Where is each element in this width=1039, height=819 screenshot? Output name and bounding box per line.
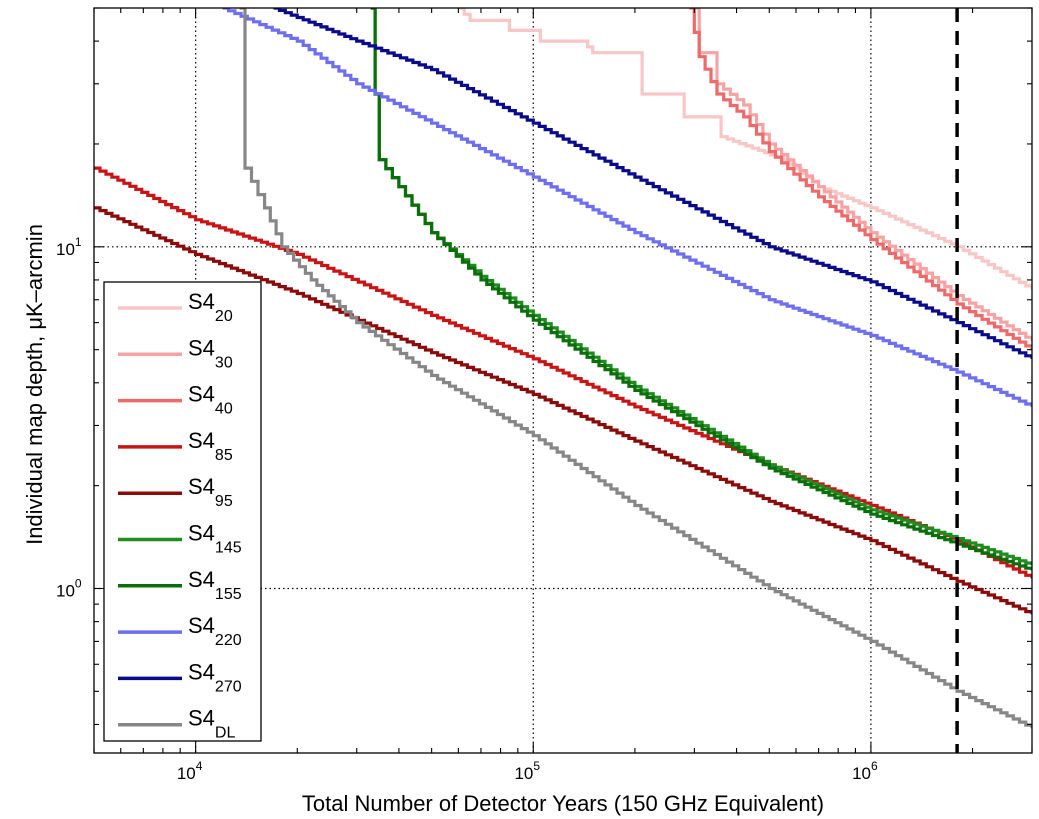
- series-line-s4-270: [273, 8, 1032, 359]
- grid-lines: [94, 8, 1032, 753]
- legend: S420S430S440S485S495S4145S4155S4220S4270…: [103, 281, 262, 742]
- x-axis-title: Total Number of Detector Years (150 GHz …: [302, 791, 824, 816]
- series-line-s4-155: [370, 8, 1032, 571]
- series-line-s4-40: [689, 8, 1032, 350]
- axes-frame-group: [93, 7, 1033, 754]
- series-line-s4-dl: [239, 8, 1032, 729]
- axes-frame: [93, 7, 1033, 754]
- series-lines: [94, 8, 1032, 729]
- series-line-s4-220: [222, 8, 1032, 407]
- legend-box: [103, 281, 262, 742]
- series-line-s4-95: [94, 206, 1032, 615]
- series-line-s4-85: [94, 166, 1032, 579]
- y-axis-title: Individual map depth, μK–arcmin: [22, 224, 47, 545]
- series-line-s4-145: [370, 8, 1032, 566]
